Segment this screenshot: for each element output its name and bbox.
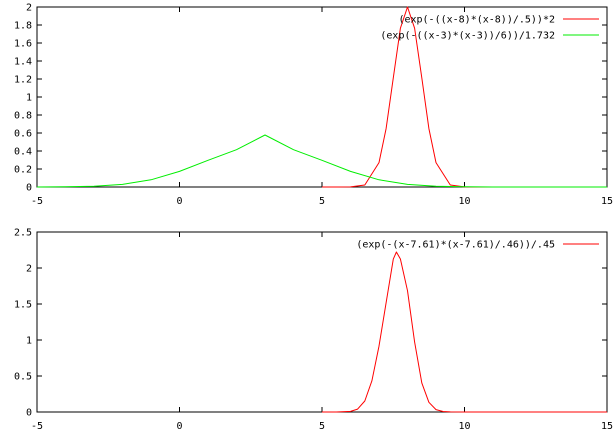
chart-panel-1: 0 0.2 0.4 0.6 0.8 1 1.2 1.4 1.6 1.8 2 -5 0 5 10 15 (exp(… — [14, 3, 613, 208]
x-tick-label: 10 — [458, 421, 470, 432]
y-tick-label: 1.5 — [14, 300, 32, 311]
x-tick-label: 0 — [176, 196, 182, 207]
y-tick-label: 0.8 — [14, 111, 32, 122]
plot-frame — [36, 231, 608, 413]
y-tick-label: 0 — [26, 183, 32, 194]
x-tick-label: 5 — [319, 196, 325, 207]
legend-label: (exp(-((x-3)*(x-3))/6))/1.732 — [380, 31, 555, 42]
x-tick-label: 5 — [319, 421, 325, 432]
y-tick-label: 0 — [26, 408, 32, 419]
y-tick-label: 1.4 — [14, 57, 32, 68]
y-tick-label: 1.6 — [14, 39, 32, 50]
y-tick-label: 0.2 — [14, 165, 32, 176]
y-tick-label: 1 — [26, 93, 32, 104]
chart-panel-2: 0 0.5 1 1.5 2 2.5 -5 0 5 10 15 (exp(-(x-7.61)*(x-7.… — [14, 228, 613, 433]
y-tick-label: 2 — [26, 264, 32, 275]
y-tick-label: 0.6 — [14, 129, 32, 140]
legend-label: (exp(-((x-8)*(x-8))/.5))*2 — [398, 15, 555, 26]
y-tick-label: 2.5 — [14, 228, 32, 239]
x-tick-label: -5 — [31, 421, 43, 432]
x-tick-label: -5 — [31, 196, 43, 207]
series-line-2 — [36, 134, 607, 188]
legend-label: (exp(-(x-7.61)*(x-7.61)/.46))/.45 — [356, 240, 555, 251]
y-tick-label: 1.2 — [14, 75, 32, 86]
x-tick-label: 15 — [601, 196, 613, 207]
x-tick-label: 15 — [601, 421, 613, 432]
x-tick-label: 10 — [458, 196, 470, 207]
y-tick-label: 1.8 — [14, 21, 32, 32]
x-tick-label: 0 — [176, 421, 182, 432]
y-tick-label: 2 — [26, 3, 32, 14]
series-line-1 — [322, 251, 607, 413]
y-tick-label: 1 — [26, 336, 32, 347]
y-tick-label: 0.4 — [14, 147, 32, 158]
y-tick-label: 0.5 — [14, 372, 32, 383]
